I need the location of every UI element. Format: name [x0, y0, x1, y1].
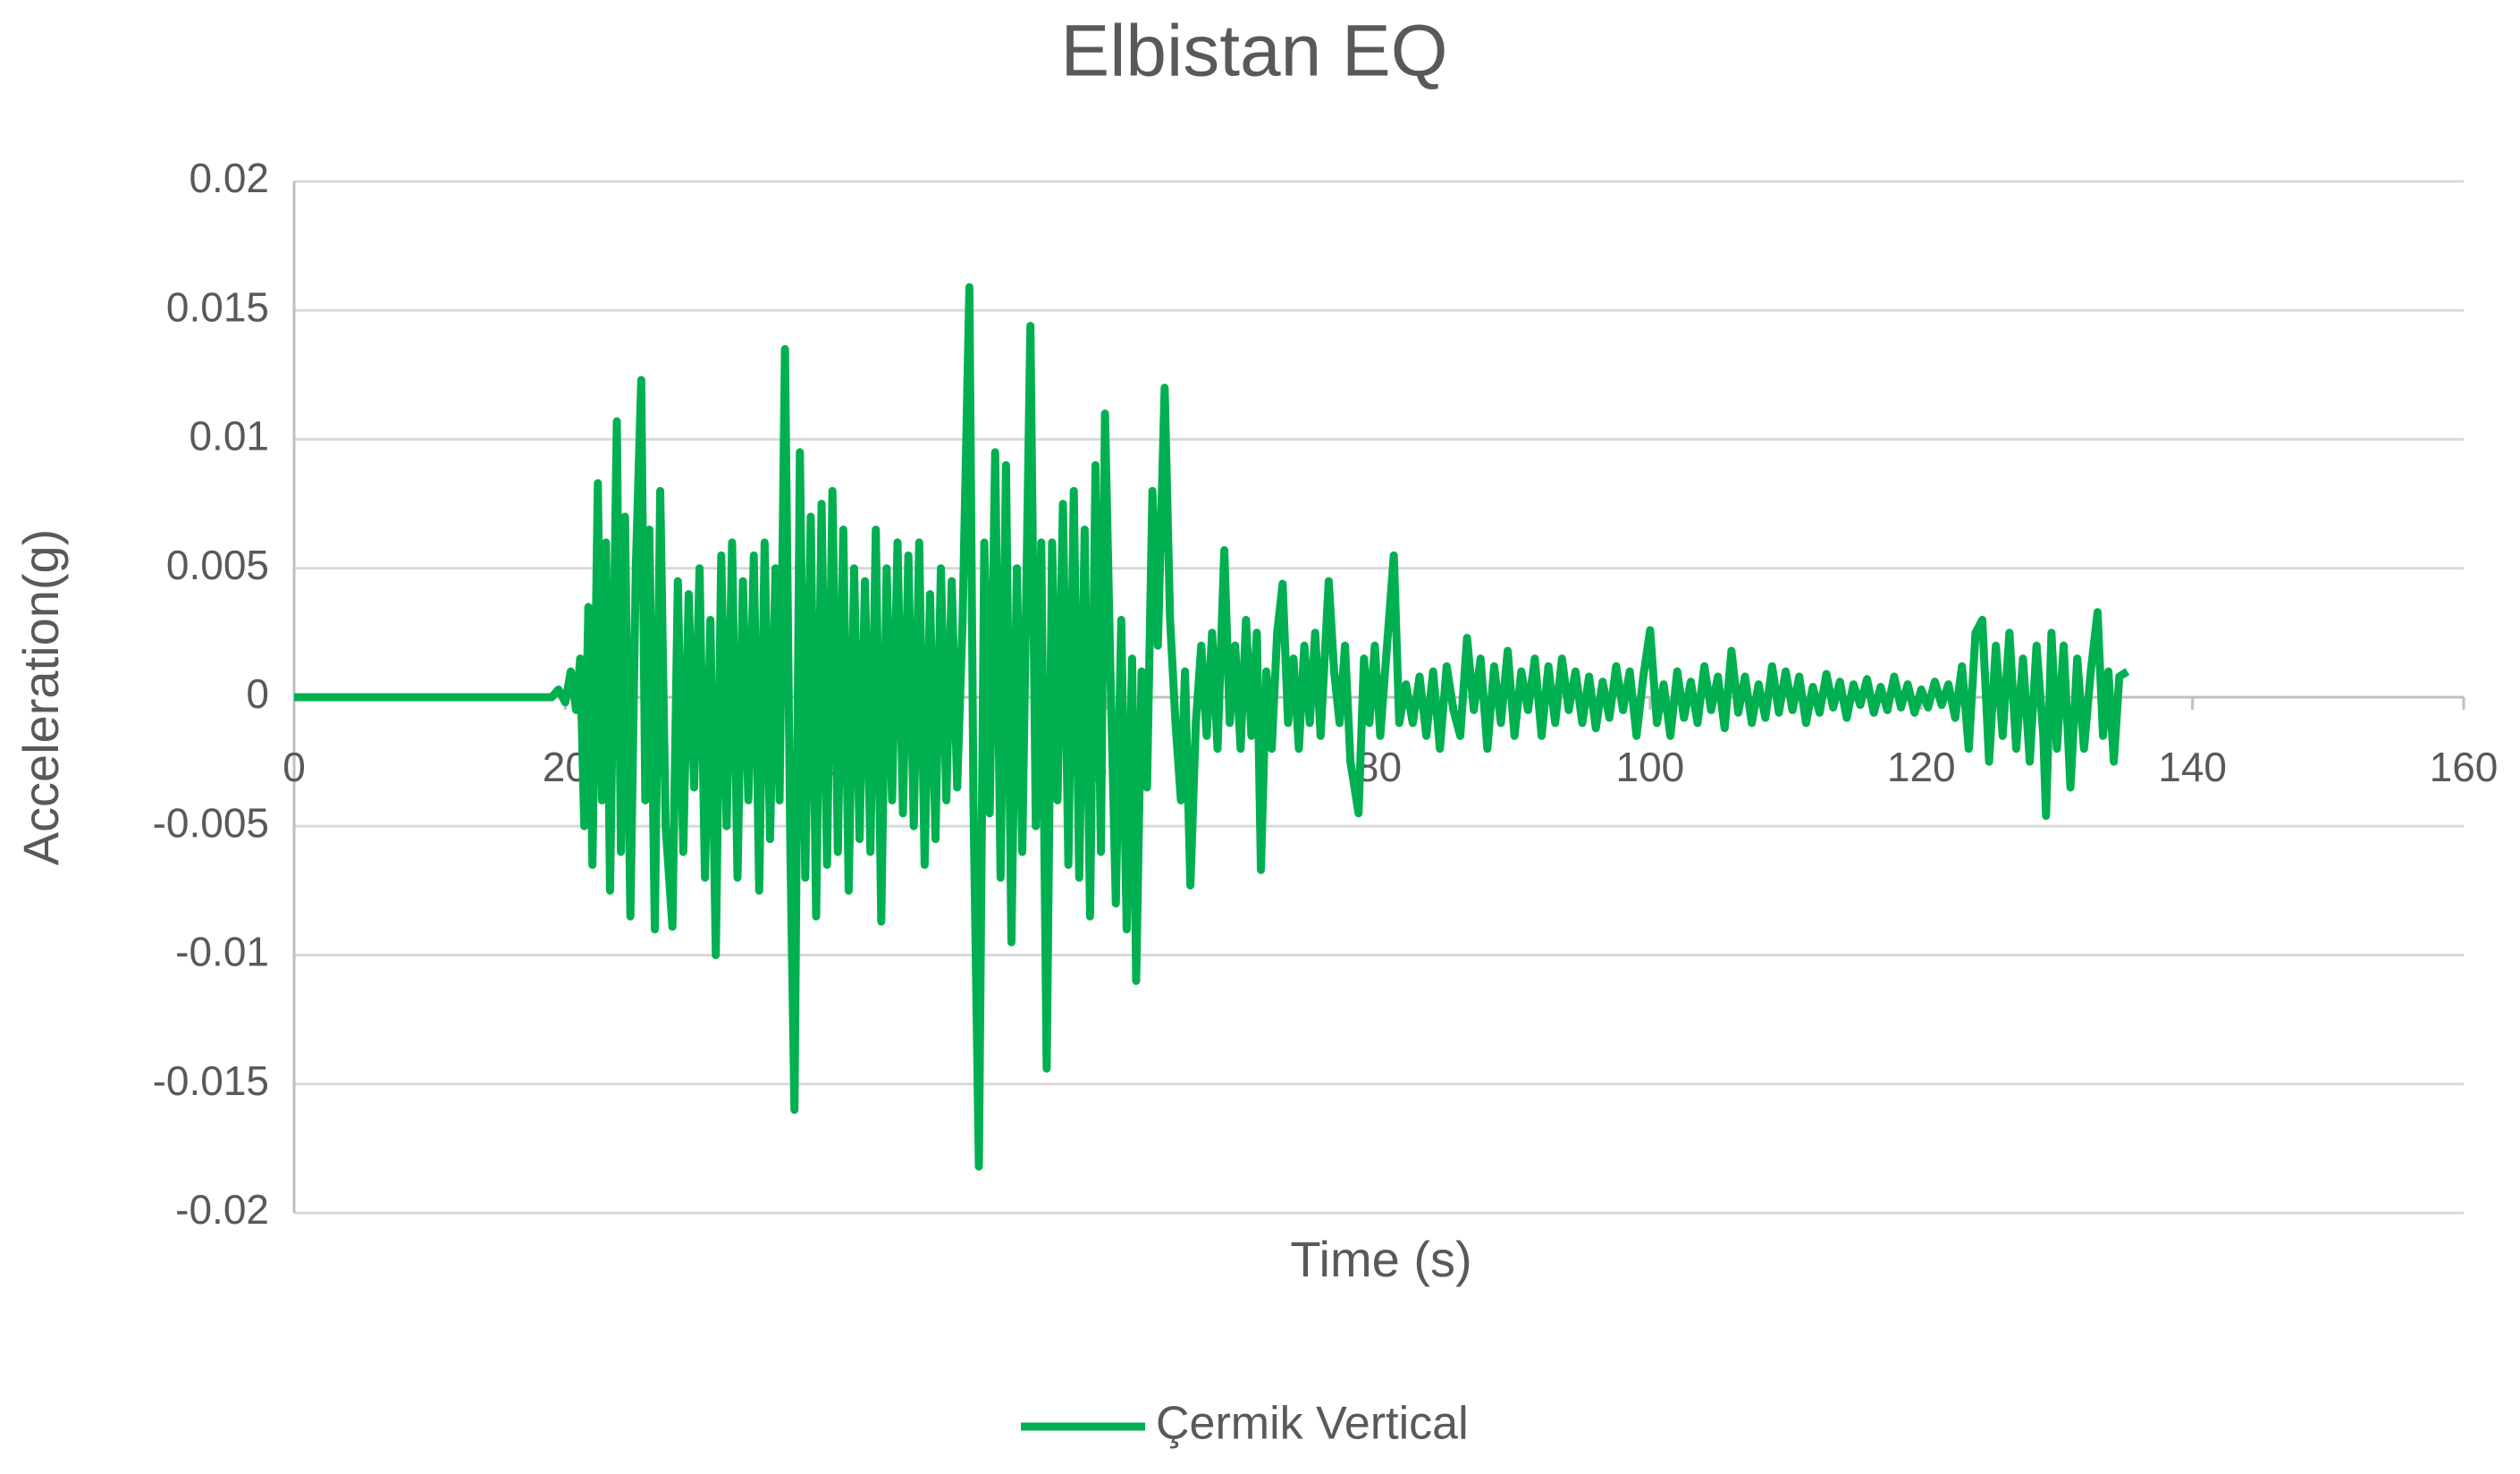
- y-tick-label: -0.005: [153, 799, 269, 846]
- x-tick-label: 0: [282, 744, 306, 790]
- chart-title: Elbistan EQ: [1061, 11, 1448, 92]
- x-tick-label: 160: [2430, 744, 2499, 790]
- x-tick-label: 140: [2158, 744, 2227, 790]
- y-axis-title: Acceleration(g): [13, 529, 69, 866]
- y-tick-label: 0.015: [166, 283, 269, 330]
- y-tick-label: -0.02: [175, 1186, 269, 1233]
- legend-label: Çermik Vertical: [1156, 1398, 1469, 1450]
- x-tick-label: 100: [1616, 744, 1685, 790]
- y-tick-label: -0.01: [175, 929, 269, 975]
- y-tick-label: 0.005: [166, 542, 269, 588]
- x-tick-label: 120: [1887, 744, 1956, 790]
- data-line: [294, 282, 2130, 1171]
- y-tick-label: 0.02: [189, 155, 269, 201]
- x-axis-title: Time (s): [1290, 1231, 1471, 1287]
- y-tick-label: -0.015: [153, 1057, 269, 1104]
- y-tick-label: 0: [246, 670, 269, 717]
- y-tick-label: 0.01: [189, 413, 269, 459]
